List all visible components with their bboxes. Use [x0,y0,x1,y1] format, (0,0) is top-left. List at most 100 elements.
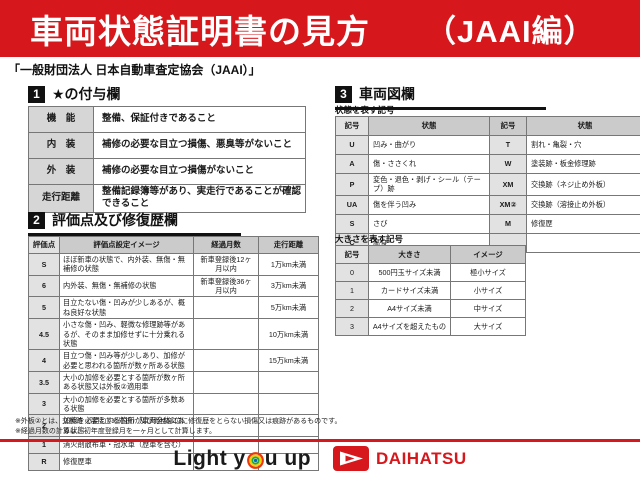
table-cell: 1万km未満 [258,253,319,276]
table-row: P 変色・退色・剥げ・シール（テープ）跡 XM 交換跡（ネジ止め外板） [335,173,640,196]
title-banner: 車両状態証明書の見方 （JAAI編） [0,0,640,57]
table-cell: 6 [28,274,60,298]
footnote-1: ※外板②とは、交換跡（溶接止め外板）及び骨格部位に修復歴をとらない損傷又は痕跡が… [15,418,342,425]
state-symbols-label: 状態を表す記号 [335,105,395,115]
state-symbols-table: 記号 状態 記号 状態 U 凹み・曲がり T 割れ・亀裂・穴 A 傷・ささくれ W 塗装跡・板金修理跡… [335,116,640,253]
table-cell: 2 [335,299,369,318]
footer: Light y u up DAIHATSU [0,446,640,471]
target-rings-icon [246,451,264,469]
table-cell: U [335,135,369,155]
table-cell: 凹み・曲がり [368,135,490,155]
slogan-text-left: Light y [173,446,246,470]
table-cell: XM [489,173,527,196]
table-row: 3.5 大小の加修を必要とする箇所が数ヶ所ある状態又は外板②適用車 [28,370,319,394]
table-cell [193,392,259,416]
table-cell [193,370,259,394]
table-cell: A [335,154,369,174]
table-cell: T [489,135,527,155]
table-cell: 小さな傷・凹み、軽微な修理跡等があるが、そのまま加修せずに十分乗れる状態 [59,318,194,351]
table-cell: 整備記録簿等があり、実走行であることが確認できること [93,184,306,213]
table-cell: 補修の必要な目立つ損傷、悪臭等がないこと [93,132,306,159]
table-cell: 5万km未満 [258,296,319,320]
column-header: イメージ [450,245,526,264]
column-header: 評価点設定イメージ [59,236,194,254]
table-cell: 15万km未満 [258,349,319,372]
daihatsu-logo: DAIHATSU [333,446,467,471]
table-cell: UA [335,194,369,215]
table-cell: 機 能 [28,106,94,133]
table-cell: 交換跡（溶接止め外板） [526,194,640,215]
daihatsu-wordmark: DAIHATSU [376,448,467,468]
column-header: 大きさ [368,245,451,264]
table-cell: 新車登録後12ヶ月以内 [193,253,259,276]
size-symbols-label: 大きさを表す記号 [335,234,404,244]
column-header: 状態 [368,116,490,136]
footer-divider-line [0,439,640,442]
table-row: 4.5 小さな傷・凹み、軽微な修理跡等があるが、そのまま加修せずに十分乗れる状態 1… [28,318,319,351]
table-cell: 10万km未満 [258,318,319,351]
table-cell: 4.5 [28,318,60,351]
footnote-2: ※経過月数の計算は、初年度登録月を一ヶ月として計算します。 [15,428,216,435]
table-cell: 新車登録後36ヶ月以内 [193,274,259,298]
table-cell: 3.5 [28,370,60,394]
column-header: 評価点 [28,236,60,254]
table-cell: 目立つ傷・凹み等が少しあり、加修が必要と思われる箇所が数ヶ所ある状態 [59,349,194,372]
table-cell: カードサイズ未満 [368,281,451,300]
column-header: 経過月数 [193,236,259,254]
table-cell: 大小の加修を必要とする箇所が多数ある状態 [59,392,194,416]
table-cell: 外 装 [28,158,94,185]
table-cell: 整備、保証付きであること [93,106,306,133]
light-you-up-logo: Light y u up [173,447,311,471]
table-cell: 0 [335,263,369,282]
table-cell [193,349,259,372]
table-cell: ほぼ新車の状態で、内外装、無傷・無補修の状態 [59,253,194,276]
table-cell [526,232,640,253]
table-row: 3 大小の加修を必要とする箇所が多数ある状態 [28,392,319,416]
table-cell: 小サイズ [450,281,526,300]
table-cell: 塗装跡・板金修理跡 [526,154,640,174]
table-row: S ほぼ新車の状態で、内外装、無傷・無補修の状態 新車登録後12ヶ月以内 1万km未満 [28,253,319,276]
table-row: 2 加修を必要とする箇所が車両全体にある状態 [28,414,319,438]
table-row: 2 A4サイズ未満 中サイズ [335,299,526,318]
table-cell [193,318,259,351]
table-row: 5 目立たない傷・凹みが少しあるが、概ね良好な状態 5万km未満 [28,296,319,320]
table-cell: 内外装、無傷・無補修の状態 [59,274,194,298]
table-cell: 傷を伴う凹み [368,194,490,215]
section1-title: ★の付与欄 [52,86,121,102]
table-row: 1 カードサイズ未満 小サイズ [335,281,526,300]
table-row: 機 能整備、保証付きであること [28,106,306,133]
table-row: 内 装補修の必要な目立つ損傷、悪臭等がないこと [28,132,306,159]
table-cell: 内 装 [28,132,94,159]
table-cell: A4サイズを超えたもの [368,317,451,336]
section3-number-badge: 3 [335,85,352,103]
table-cell: S [28,253,60,276]
table-cell: 割れ・亀裂・穴 [526,135,640,155]
page-title-edition: （JAAI編） [425,14,596,49]
table-row: R 修復歴車 [28,453,319,472]
table-cell: さび [368,213,490,234]
table-cell: 大小の加修を必要とする箇所が数ヶ所ある状態又は外板②適用車 [59,370,194,394]
section2-header: 2 評価点及び修復歴欄 [28,210,241,236]
table-cell: 5 [28,296,60,320]
table-cell: 3 [335,317,369,336]
table-cell: 3 [28,392,60,416]
table-row: U 凹み・曲がり T 割れ・亀裂・穴 [335,135,640,155]
table-cell: 交換跡（ネジ止め外板） [526,173,640,196]
table-row: S さび M 修復歴 [335,213,640,234]
table-cell: 補修の必要な目立つ損傷がないこと [93,158,306,185]
table-row: 0 500円玉サイズ未満 極小サイズ [335,263,526,282]
star-criteria-table: 機 能整備、保証付きであること内 装補修の必要な目立つ損傷、悪臭等がないこと外 … [28,106,306,213]
table-row: 4 目立つ傷・凹み等が少しあり、加修が必要と思われる箇所が数ヶ所ある状態 15万km… [28,349,319,372]
table-row: UA 傷を伴う凹み XM② 交換跡（溶接止め外板） [335,194,640,215]
table-cell: 走行距離 [28,184,94,213]
table-cell [193,296,259,320]
column-header: 記号 [335,116,369,136]
footnotes: ※外板②とは、交換跡（溶接止め外板）及び骨格部位に修復歴をとらない損傷又は痕跡が… [15,417,341,437]
table-cell: 修復歴 [526,213,640,234]
page-title: 車両状態証明書の見方 [30,12,370,50]
table-cell: 4 [28,349,60,372]
table-cell: P [335,173,369,196]
column-header: 記号 [489,116,527,136]
table-row: A 傷・ささくれ W 塗装跡・板金修理跡 [335,154,640,174]
column-header: 状態 [526,116,640,136]
